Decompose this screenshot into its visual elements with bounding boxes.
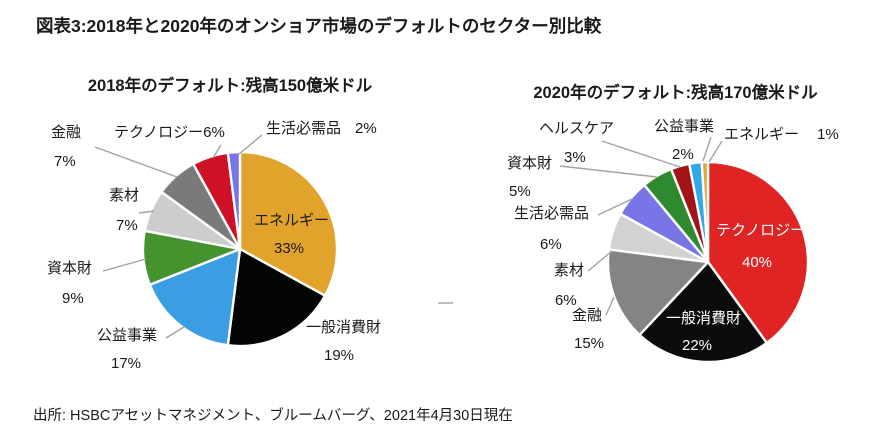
label-2018-energy: エネルギー bbox=[254, 212, 330, 229]
pct-2020-materials: 6% bbox=[555, 292, 577, 309]
pct-2020-utilities: 2% bbox=[672, 146, 694, 163]
label-2020-energy: エネルギー 1% bbox=[724, 127, 839, 142]
label-2018-utilities: 公益事業 bbox=[97, 327, 158, 344]
pie-2018-slice-consumer-discretionary bbox=[226, 247, 327, 348]
pct-2018-consumer-discretionary: 19% bbox=[324, 347, 355, 364]
label-2020-technology: テクノロジー bbox=[716, 222, 806, 239]
source-note: 出所: HSBCアセットマネジメント、ブルームバーグ、2021年4月30日現在 bbox=[33, 408, 513, 424]
pct-2020-financials: 15% bbox=[574, 335, 605, 352]
pct-2018-materials: 7% bbox=[116, 217, 138, 234]
label-2018-consumer-discretionary: 一般消費財 bbox=[306, 319, 382, 336]
pct-2018-financials: 7% bbox=[54, 153, 76, 170]
figure-title: 図表3:2018年と2020年のオンショア市場のデフォルトのセクター別比較 bbox=[36, 16, 602, 36]
pct-2020-capital-goods: 5% bbox=[509, 183, 531, 200]
label-2020-healthcare: ヘルスケア bbox=[539, 120, 615, 137]
label-2020-materials: 素材 bbox=[554, 262, 585, 279]
label-2020-capital-goods: 資本財 bbox=[507, 155, 553, 172]
chart-title-2018: 2018年のデフォルト:残高150億米ドル bbox=[87, 77, 373, 95]
label-2018-consumer-staples-text: 生活必需品 bbox=[266, 120, 342, 137]
label-2018-financials: 金融 bbox=[51, 124, 82, 141]
pie-2018-slice-utilities bbox=[148, 247, 242, 347]
label-2020-financials: 金融 bbox=[572, 307, 603, 324]
pct-2020-healthcare: 3% bbox=[564, 149, 586, 166]
chart-title-2020: 2020年のデフォルト:残高170億米ドル bbox=[533, 84, 818, 102]
label-2018-consumer-staples: 生活必需品 2% bbox=[266, 121, 377, 136]
pie-2020-slice-consumer-discretionary bbox=[638, 260, 768, 364]
label-2020-energy-text: エネルギー bbox=[724, 126, 800, 143]
label-2020-utilities: 公益事業 bbox=[654, 118, 715, 135]
pie-2020-slice-energy bbox=[700, 160, 710, 264]
pct-2020-consumer-staples: 6% bbox=[540, 236, 562, 253]
pct-2018-utilities: 17% bbox=[111, 355, 142, 372]
label-2018-materials: 素材 bbox=[109, 187, 140, 204]
pct-2020-technology: 40% bbox=[742, 254, 773, 271]
pct-2020-energy: 1% bbox=[817, 126, 839, 143]
pct-2018-consumer-staples: 2% bbox=[355, 120, 377, 137]
label-2018-capital-goods: 資本財 bbox=[47, 260, 93, 277]
pct-2018-technology: 6% bbox=[203, 124, 225, 141]
pct-2018-energy: 33% bbox=[274, 240, 305, 257]
pct-2020-consumer-discretionary: 22% bbox=[682, 337, 713, 354]
label-2020-consumer-discretionary: 一般消費財 bbox=[666, 310, 742, 327]
label-2018-technology: テクノロジー6% bbox=[114, 125, 225, 140]
pie-2018-slice-energy bbox=[238, 150, 339, 297]
pie-2020-slice-technology bbox=[706, 160, 810, 345]
pct-2018-capital-goods: 9% bbox=[62, 290, 84, 307]
label-2018-technology-text: テクノロジー bbox=[114, 124, 204, 141]
label-2020-consumer-staples: 生活必需品 bbox=[514, 205, 590, 222]
pie-2018 bbox=[141, 150, 339, 348]
